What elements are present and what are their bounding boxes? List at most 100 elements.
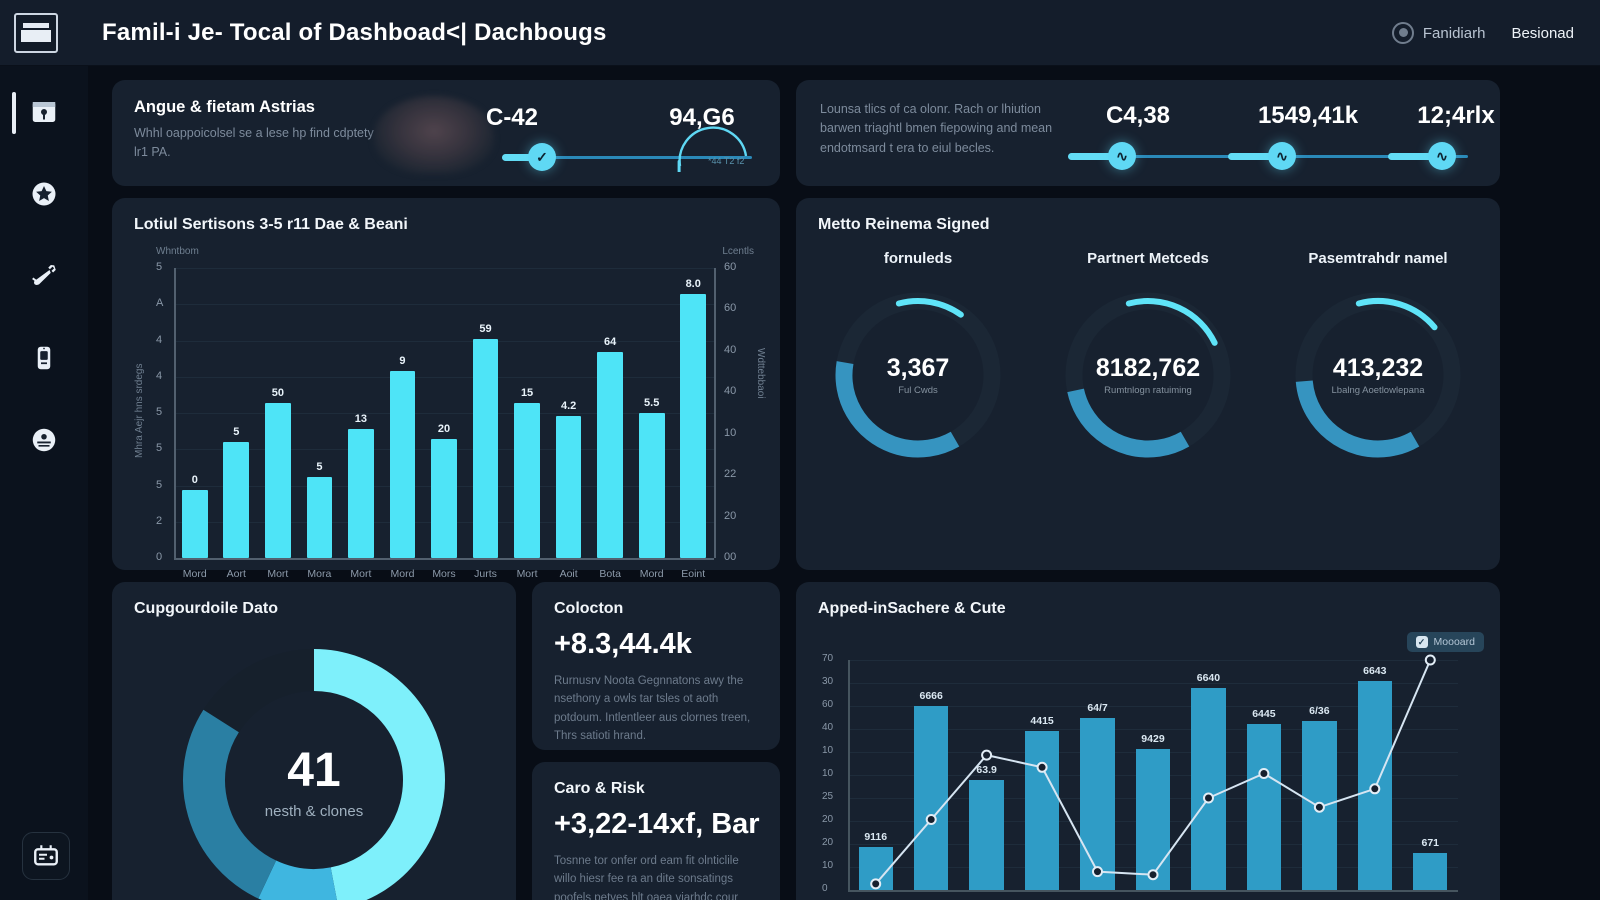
sidebar-item-dashboard[interactable] <box>22 90 66 134</box>
combo-legend-label: Moooard <box>1433 636 1475 648</box>
gauge-ring: 41 nesth & clones <box>164 638 464 900</box>
bar[interactable] <box>348 429 374 558</box>
y-tick: A <box>156 297 164 310</box>
bar-value-label: 6643 <box>1363 665 1387 678</box>
bar[interactable] <box>1024 730 1060 890</box>
check-node-icon[interactable]: ✓ <box>528 143 556 171</box>
donut-1-ring: 8182,762 Rumtnlogn ratuiming <box>1058 285 1238 465</box>
bar-value-label: 5.5 <box>644 397 660 409</box>
y-tick: 5 <box>156 478 163 491</box>
y-tick-right: 60 <box>724 261 737 273</box>
bar[interactable] <box>264 403 291 558</box>
y-tick: 25 <box>822 791 834 802</box>
y-tick: 0 <box>156 551 163 563</box>
page-title: Famil-i Je- Tocal of Dashboad<| Dachboug… <box>102 18 607 46</box>
bar[interactable] <box>638 413 665 558</box>
combo-chart-card: Apped-inSachere & Cute ✓ Moooard 0 10 20 20… <box>796 582 1500 900</box>
mobile-device-icon <box>37 346 51 370</box>
sidebar <box>0 66 88 900</box>
y-tick-right: 20 <box>724 509 737 522</box>
bar[interactable] <box>431 438 457 558</box>
sidebar-item-tools[interactable] <box>22 254 66 298</box>
kpi-right-metric-2-value: 12;4rlx <box>1417 102 1495 129</box>
bar[interactable] <box>597 351 624 558</box>
kpi-left-track <box>502 156 752 159</box>
y-tick: 0 <box>822 883 828 894</box>
bar-chart-ylabel: Mhra Aejr hns srdegs <box>134 363 145 459</box>
donut-0-ring: 3,367 Ful Cwds <box>828 285 1008 465</box>
bar[interactable] <box>181 490 208 558</box>
donut-item-0: fornuleds 3,367 Ful Cwds <box>808 250 1028 465</box>
bar-value-label: 15 <box>520 387 534 400</box>
bar-chart-card: Lotiul Sertisons 3-5 r11 Dae & Beani Whn… <box>112 198 780 580</box>
brand-logo-icon <box>14 12 58 53</box>
bar[interactable] <box>472 338 499 558</box>
gridline <box>174 268 714 269</box>
donut-0-svg <box>835 292 1001 458</box>
bar[interactable] <box>306 477 333 558</box>
stat-card-1-title: Caro & Risk <box>554 780 645 797</box>
donut-2-value: 413,232 <box>1332 354 1424 382</box>
bar[interactable] <box>969 779 1004 890</box>
bar-value-label: 6/36 <box>1309 705 1330 718</box>
donut-0-value: 3,367 <box>886 354 950 382</box>
kpi-left-description: Whhl oappoicolsel se a lese hp find cdpt… <box>134 126 374 160</box>
x-tick: Mord <box>390 568 415 580</box>
x-tick: Eoint <box>681 568 706 580</box>
bar-value-label: 13 <box>354 413 368 426</box>
bar-value-label: 20 <box>437 422 451 435</box>
donut-card: Metto Reinema Signed fornuleds 3,367 Ful… <box>796 198 1500 570</box>
user-menu[interactable]: Fanidiarh <box>1391 22 1485 44</box>
sidebar-item-starred[interactable] <box>22 172 66 216</box>
kpi-right-metric-0-value: C4,38 <box>1105 102 1171 129</box>
bar[interactable] <box>555 416 582 558</box>
x-tick: Aoit <box>559 568 578 580</box>
bar[interactable] <box>1191 687 1226 890</box>
app-header: Famil-i Je- Tocal of Dashboad<| Dachboug… <box>0 0 1600 66</box>
bar[interactable] <box>680 293 707 558</box>
wave-node-icon-2[interactable]: ∿ <box>1428 142 1456 170</box>
wave-node-icon-1[interactable]: ∿ <box>1268 142 1296 170</box>
kpi-left-title: Angue & fietam Astrias <box>134 98 315 116</box>
donut-1-sub: Rumtnlogn ratuiming <box>1104 385 1192 396</box>
donut-1-label: Partnert Metceds <box>1087 250 1209 267</box>
header-action-link[interactable]: Besionad <box>1511 24 1574 42</box>
sidebar-item-settings[interactable] <box>22 832 70 880</box>
bar[interactable] <box>1246 724 1282 890</box>
sidebar-item-account[interactable] <box>22 418 66 462</box>
gauge-center: 41 nesth & clones <box>164 638 464 900</box>
gridline <box>174 304 714 306</box>
bar[interactable] <box>514 403 540 558</box>
donut-0-label: fornuleds <box>883 250 953 267</box>
bar[interactable] <box>1135 748 1171 890</box>
kpi-right-metric-1-value: 1549,41k <box>1257 102 1359 129</box>
gauge-svg <box>183 649 445 900</box>
x-tick: Mort <box>516 568 538 580</box>
x-tick: Bota <box>599 568 621 580</box>
bar[interactable] <box>1413 853 1448 890</box>
kpi-left-metric-1: 94,G6 <box>642 104 762 132</box>
bar[interactable] <box>1302 721 1337 890</box>
wave-node-icon-0[interactable]: ∿ <box>1108 142 1136 170</box>
x-tick: Mora <box>307 568 332 580</box>
bar[interactable] <box>1357 681 1392 890</box>
bar[interactable] <box>913 706 949 890</box>
combo-chart-legend[interactable]: ✓ Moooard <box>1406 632 1484 652</box>
kpi-right-fill-0 <box>1068 153 1122 160</box>
kpi-right-metric-2: 12;4rlx <box>1396 102 1516 130</box>
bar[interactable] <box>223 442 250 558</box>
bar-value-label: 6640 <box>1196 671 1221 684</box>
y-tick-right: 40 <box>724 385 737 398</box>
bar[interactable] <box>1080 718 1115 890</box>
donut-2-svg <box>1295 292 1461 458</box>
donut-0-sub: Ful Cwds <box>898 385 938 396</box>
y-tick: 2 <box>156 514 163 527</box>
bar[interactable] <box>858 847 893 890</box>
bar-value-label: 4415 <box>1030 714 1054 727</box>
sidebar-item-device[interactable] <box>22 336 66 380</box>
kpi-right-description: Lounsa tlics of ca olonr. Rach or lhiuti… <box>820 102 1053 155</box>
y-tick: 10 <box>822 768 834 779</box>
bar-value-label: 6445 <box>1252 708 1276 721</box>
bar[interactable] <box>389 371 416 558</box>
